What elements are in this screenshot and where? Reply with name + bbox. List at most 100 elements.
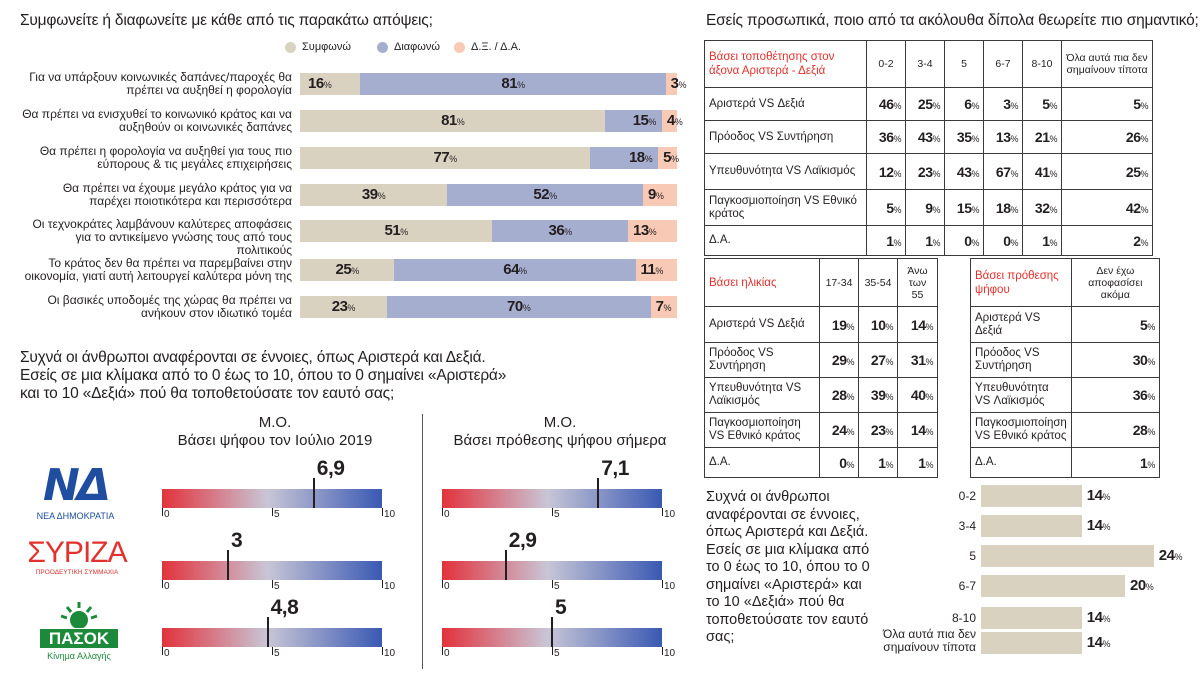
table-value: 40% [897,377,938,413]
distribution-bar [981,575,1125,597]
table-value: 18% [983,189,1023,226]
bar-segment-agree: 39% [300,184,448,206]
table-value-symbol: % [971,101,979,111]
tick-mark [382,508,383,516]
table-value: 1% [1070,447,1160,478]
table-header-row: Βάσει ηλικίας 17-34 35-54 Άνω των 55 [704,258,938,307]
bar-value: 5% [663,149,679,166]
table-value: 25% [905,87,945,121]
nd-logo-sub: ΝΕΑ ΔΗΜΟΚΡΑΤΙΑ [36,511,115,521]
table-value: 23% [905,153,945,190]
bar-value-symbol: % [1102,614,1110,624]
panel-right-title-2: Βάσει πρόθεσης ψήφου σήμερα [453,432,667,449]
nd-logo: ΝΔ ΝΕΑ ΔΗΜΟΚΡΑΤΙΑ [28,463,123,522]
value-label: 3 [231,529,243,552]
table-value: 14% [897,306,938,343]
table-value: 36% [866,120,906,154]
panel-right-title: Μ.Ο. Βάσει πρόθεσης ψήφου σήμερα [440,414,680,450]
tick-mark [272,647,273,655]
bar-value-symbol: % [323,80,332,90]
bar-value-symbol: % [1145,582,1154,592]
table-value: 15% [944,189,984,226]
table-value: 1% [897,447,938,478]
column-header: 3-4 [905,40,945,88]
table-value-symbol: % [1010,101,1018,111]
table-value-symbol: % [971,134,979,144]
table-value: 46% [866,87,906,121]
row-label: Δ.Α. [704,447,820,478]
tick-label: 10 [664,648,676,659]
panel-left-title-2: Βάσει ψήφου τον Ιούλιο 2019 [177,432,373,449]
statement-label: Οι βασικές υποδομές της χώρας θα πρέπει … [47,293,292,320]
bar-value: 52% [533,186,557,203]
table-value: 6% [944,87,984,121]
stacked-bar: 77% 18% 5% [300,147,679,169]
tick-label: 10 [384,648,396,659]
tick-mark [382,580,383,588]
bar-value-symbol: % [517,80,525,90]
table-vote-intention: Βάσει πρόθεσης ψήφου Δεν έχω αποφασίσει α… [970,258,1160,478]
bar-segment-dk: 13% [627,220,677,242]
legend-label: Δ.Ξ. / Δ.Α. [471,41,521,53]
table-value: 21% [1022,120,1062,154]
legend-swatch [377,41,388,53]
bar-value: 77% [433,149,458,166]
category-label: Όλα αυτά πια δεν σημαίνουν τίποτα [883,627,976,654]
tick-mark [162,508,163,516]
table-row: Υπευθυνότητα VS Λαϊκισμός 12% 23% 43% 67% 41%… [704,153,1153,190]
table-age: Βάσει ηλικίας 17-34 35-54 Άνω των 55 Αριστερ… [704,258,938,478]
bar-value: 14% [1086,517,1111,534]
bar-value: 15% [632,112,657,129]
legend-swatch [454,41,465,53]
table-row: Παγκοσμιοποίηση VS Εθνικό κράτος 28% [970,412,1160,448]
bar-value-symbol: % [663,303,671,313]
table-value-symbol: % [932,237,940,248]
value-label: 6,9 [316,457,345,480]
tick-mark [552,508,553,516]
stacked-bar: 25% 64% 11% [300,259,677,281]
bar-value-symbol: % [648,227,657,237]
table-row: Υπευθυνότητα VS Λαϊκισμός 28% 39% 40% [704,377,938,413]
bar-value-symbol: % [1102,522,1110,532]
bar-value-symbol: % [1174,552,1182,562]
category-label: 8-10 [951,611,976,625]
table-header: Βάσει πρόθεσης ψήφου [970,258,1072,307]
tick-label: 10 [384,581,396,592]
bar-value-symbol: % [549,191,557,201]
table-value: 28% [819,377,859,413]
row-label: Παγκοσμιοποίηση VS Εθνικό κράτος [704,189,867,226]
table-value: 42% [1061,189,1153,226]
legend-item: Διαφωνώ [377,41,440,53]
bar-segment-agree: 81% [300,110,606,132]
tick-mark [382,647,383,655]
stacked-bar: 81% 15% 4% [300,110,683,132]
table-value: 0% [944,225,984,256]
bar-value: 25% [335,261,360,278]
table-row: Υπευθυνότητα VS Λαϊκισμός 36% [970,377,1160,413]
table-value-symbol: % [885,427,893,437]
table-value: 36% [1070,377,1160,413]
table-value-symbol: % [971,237,979,248]
table-value: 19% [819,306,859,343]
pasok-logo-mark: ΠΑΣΟΚ [40,629,118,648]
table-value-symbol: % [932,134,940,144]
value-label: 2,9 [508,529,537,552]
table-value-symbol: % [1049,237,1057,248]
row-label: Υπευθυνότητα VS Λαϊκισμός [704,153,867,190]
table-value-symbol: % [846,357,854,367]
tick-mark [552,647,553,655]
right-question: Συχνά οι άνθρωποι αναφέρονται σε έννοιες… [706,489,870,645]
table-value-symbol: % [893,101,901,111]
pasok-sun-icon [60,602,98,629]
table-value: 9% [905,189,945,226]
table-value-symbol: % [1010,204,1018,215]
table-value-symbol: % [846,321,854,332]
category-label: 3-4 [958,519,976,533]
table-value: 1% [1022,225,1062,256]
tick-label: 0 [444,648,450,659]
table-value-symbol: % [1010,237,1018,248]
bar-value-symbol: % [674,117,683,127]
bar-segment-dk: 9% [643,184,677,206]
panel-right-title-1: Μ.Ο. [543,414,577,431]
legend-item: Δ.Ξ. / Δ.Α. [454,41,521,53]
